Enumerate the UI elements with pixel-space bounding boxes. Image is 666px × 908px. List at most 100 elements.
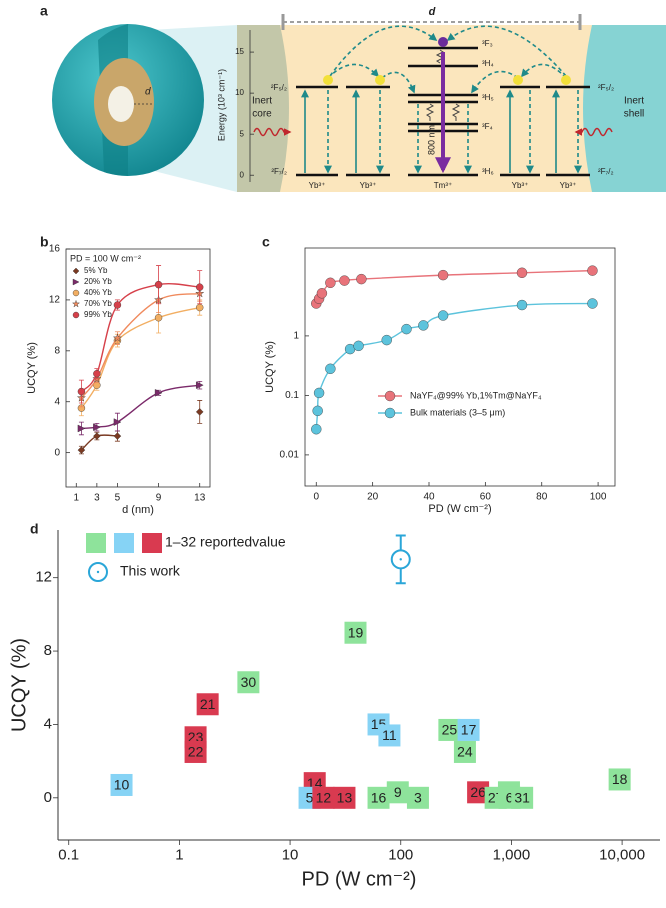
x-tick-label: 60 xyxy=(480,492,492,503)
x-tick-label: 1,000 xyxy=(493,846,531,863)
ion-label: Yb³⁺ xyxy=(560,181,577,190)
point-label: 25 xyxy=(442,722,458,738)
legend-label: 1–32 reportedvalue xyxy=(165,534,286,550)
y-tick-label: 8 xyxy=(44,642,52,659)
marker xyxy=(437,269,449,281)
level-label: ³H₄ xyxy=(482,59,494,68)
legend-swatch xyxy=(86,533,106,553)
point-label: 18 xyxy=(612,771,628,787)
marker xyxy=(112,333,123,343)
point-label: 21 xyxy=(200,696,216,712)
marker xyxy=(195,408,204,416)
legend-label: 5% Yb xyxy=(84,266,108,275)
marker xyxy=(325,277,336,289)
marker xyxy=(71,299,81,308)
inert-core-label: core xyxy=(252,109,272,120)
ion-label: Tm³⁺ xyxy=(434,181,452,190)
level-label: ³H₅ xyxy=(482,93,494,102)
excitation-dot xyxy=(561,75,571,85)
marker xyxy=(196,303,204,312)
point-label: 5 xyxy=(306,790,314,806)
data-square xyxy=(344,621,367,644)
point-label: 30 xyxy=(241,674,257,690)
data-square xyxy=(511,786,534,809)
legend-label: This work xyxy=(120,563,181,579)
x-tick-label: 100 xyxy=(590,492,607,503)
point-label: 12 xyxy=(316,790,332,806)
data-square xyxy=(312,786,335,809)
excitation-dot xyxy=(375,75,385,85)
inert-shell-block xyxy=(583,25,666,192)
marker xyxy=(72,289,80,297)
excitation-dot xyxy=(438,37,448,47)
marker xyxy=(196,381,204,390)
data-square xyxy=(386,781,409,804)
x-tick-label: 13 xyxy=(194,493,206,504)
data-square xyxy=(196,693,219,716)
panel-label: c xyxy=(262,234,270,250)
point-label: 6 xyxy=(506,790,514,806)
y-tick-label: 16 xyxy=(49,244,61,255)
legend-label: 70% Yb xyxy=(84,299,112,308)
y-tick-label: 0 xyxy=(44,789,52,806)
panel-label: a xyxy=(40,3,48,19)
data-square xyxy=(608,768,631,791)
y-tick-label: 0.1 xyxy=(285,390,299,401)
level-label: ²F₇/₂ xyxy=(598,167,614,176)
marker xyxy=(381,334,392,346)
marker xyxy=(93,432,101,440)
x-tick-label: 80 xyxy=(536,492,548,503)
point-label: 17 xyxy=(461,722,477,738)
series-line xyxy=(81,384,200,430)
y-tick-label: 4 xyxy=(54,396,60,407)
plot-frame xyxy=(304,247,616,487)
marker xyxy=(316,288,328,299)
marker xyxy=(313,387,325,399)
point-label: 26 xyxy=(470,784,486,800)
excitation-wave xyxy=(574,127,613,137)
inert-core-label: Inert xyxy=(252,96,272,107)
marker xyxy=(154,388,163,397)
energy-axis-ticks: 0 5 10 15 Energy (10³ cm⁻¹) xyxy=(216,47,254,179)
marker xyxy=(113,418,122,426)
nonradiative-relaxation xyxy=(425,49,461,121)
marker-dot xyxy=(96,570,100,574)
x-axis-label: PD (W cm⁻²) xyxy=(428,503,491,515)
excitation-wave xyxy=(253,127,292,137)
data-square xyxy=(453,740,476,763)
point-label: 11 xyxy=(382,727,397,743)
level-label: ²F₅/₂ xyxy=(598,83,614,92)
data-square xyxy=(367,786,390,809)
marker xyxy=(93,370,101,378)
panel-label: b xyxy=(40,234,49,250)
y-axis-label: UCQY (%) xyxy=(264,341,276,393)
y-axis-label: UCQY (%) xyxy=(8,638,30,732)
marker-dot xyxy=(399,558,402,561)
marker xyxy=(77,387,86,396)
marker xyxy=(196,283,204,291)
legend-swatch xyxy=(114,533,134,553)
point-label: 24 xyxy=(457,744,473,760)
y-axis-label: UCQY (%) xyxy=(26,342,38,394)
x-tick-label: 9 xyxy=(156,493,162,504)
level-label: ²F₅/₂ xyxy=(271,83,287,92)
marker xyxy=(437,310,449,321)
y-axis-label: Energy (10³ cm⁻¹) xyxy=(216,69,226,141)
ion-label: Yb³⁺ xyxy=(512,181,529,190)
point-label: 19 xyxy=(348,624,364,640)
y-tick-label: 0 xyxy=(54,447,60,458)
x-tick-label: 3 xyxy=(94,493,100,504)
marker xyxy=(154,280,163,289)
y-tick-label: 15 xyxy=(235,47,244,56)
x-tick-label: 1 xyxy=(74,493,80,504)
level-label: ²F₇/₂ xyxy=(271,167,287,176)
data-square xyxy=(438,718,461,741)
legend-label: 20% Yb xyxy=(84,277,112,286)
data-square xyxy=(406,786,429,809)
inert-shell-label: Inert xyxy=(624,96,644,107)
marker xyxy=(516,267,528,278)
x-tick-label: 40 xyxy=(423,492,435,503)
data-square xyxy=(110,773,133,796)
annotation: PD = 100 W cm⁻² xyxy=(70,253,141,263)
x-tick-label: 10 xyxy=(282,846,299,863)
